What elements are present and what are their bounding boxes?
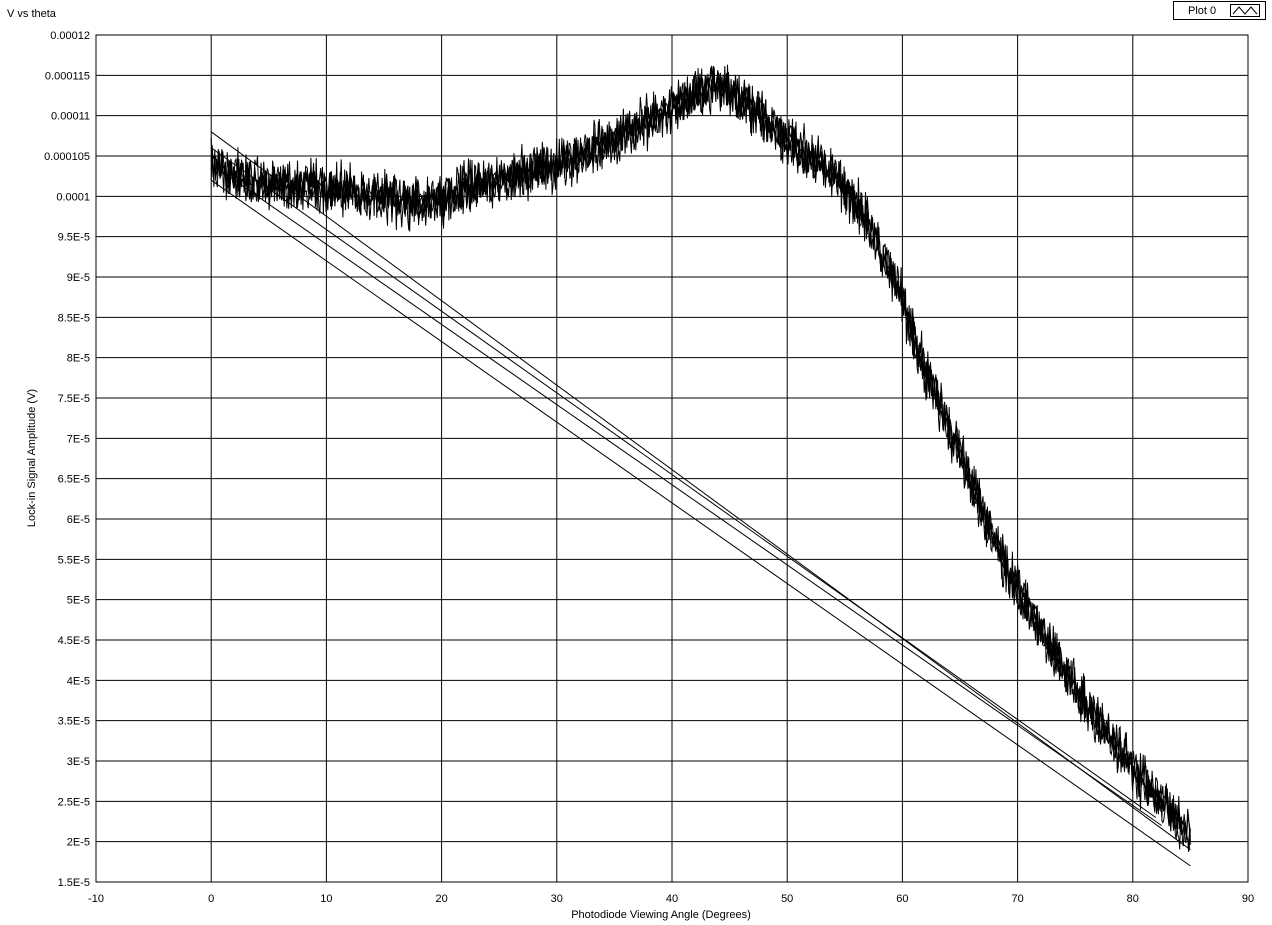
x-tick-label: 50 <box>781 893 793 905</box>
y-tick-label: 1.5E-5 <box>58 877 90 889</box>
y-tick-label: 2.5E-5 <box>58 796 90 808</box>
legend-label: Plot 0 <box>1188 5 1217 17</box>
legend[interactable]: Plot 0 <box>1173 1 1266 20</box>
x-tick-label: -10 <box>88 893 104 905</box>
x-tick-label: 80 <box>1127 893 1139 905</box>
y-tick-label: 0.000115 <box>45 70 90 82</box>
y-tick-label: 2E-5 <box>67 837 90 849</box>
y-tick-label: 3.5E-5 <box>58 716 90 728</box>
y-tick-label: 0.00012 <box>50 30 90 42</box>
x-tick-label: 40 <box>666 893 678 905</box>
x-tick-label: 0 <box>208 893 214 905</box>
y-tick-label: 0.0001 <box>56 191 90 203</box>
y-tick-label: 6.5E-5 <box>58 474 90 486</box>
series-return-line <box>210 179 1191 867</box>
y-axis-label: Lock-in Signal Amplitude (V) <box>26 389 38 527</box>
series-layer <box>210 64 1191 867</box>
y-tick-label: 0.000105 <box>44 151 90 163</box>
y-tick-label: 8E-5 <box>67 353 90 365</box>
y-tick-label: 5.5E-5 <box>58 554 90 566</box>
x-tick-label: 60 <box>896 893 908 905</box>
series-return-line <box>210 131 1191 851</box>
series-return-line <box>210 147 1157 818</box>
legend-line-icon <box>1230 4 1260 17</box>
grid-lines <box>95 34 1249 883</box>
y-tick-label: 4E-5 <box>67 675 90 687</box>
x-tick-label: 90 <box>1242 893 1254 905</box>
x-tick-label: 30 <box>551 893 563 905</box>
x-tick-label: 20 <box>435 893 447 905</box>
chart-title: V vs theta <box>7 8 56 20</box>
y-tick-label: 6E-5 <box>67 514 90 526</box>
y-tick-label: 7E-5 <box>67 433 90 445</box>
y-tick-label: 7.5E-5 <box>58 393 90 405</box>
y-tick-label: 0.00011 <box>51 111 90 123</box>
y-tick-label: 5E-5 <box>67 595 90 607</box>
x-tick-label: 10 <box>320 893 332 905</box>
y-tick-label: 3E-5 <box>67 756 90 768</box>
tick-labels: -10 0 10 20 30 40 50 60 70 80 90 0.00012 0.000115 0.0… <box>44 30 1254 905</box>
y-tick-label: 9E-5 <box>67 272 90 284</box>
x-tick-label: 70 <box>1011 893 1023 905</box>
x-axis-label: Photodiode Viewing Angle (Degrees) <box>571 909 751 921</box>
y-tick-label: 8.5E-5 <box>58 312 90 324</box>
series-sweep-trace <box>210 66 1191 842</box>
series-return-line <box>210 163 1162 826</box>
y-tick-label: 9.5E-5 <box>58 232 90 244</box>
y-tick-label: 4.5E-5 <box>58 635 90 647</box>
